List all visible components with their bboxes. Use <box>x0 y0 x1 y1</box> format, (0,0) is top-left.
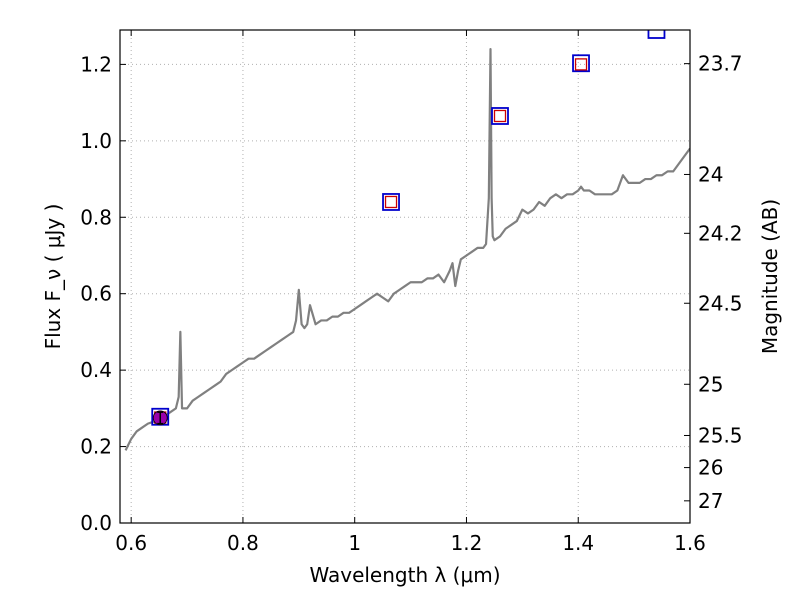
y-tick-label: 0.8 <box>80 205 112 229</box>
y-axis-label: Flux F_ν ( μJy ) <box>41 204 65 350</box>
right-axis-label: Magnitude (AB) <box>758 199 782 354</box>
x-tick-label: 1.2 <box>451 531 483 555</box>
y-tick-label: 0.0 <box>80 511 112 535</box>
right-tick-label: 25.5 <box>698 423 743 447</box>
photometry-point-1 <box>382 193 400 211</box>
plot-content <box>124 30 690 451</box>
x-tick-label: 0.8 <box>227 531 259 555</box>
y-tick-label: 0.4 <box>80 358 112 382</box>
photometry-point-4 <box>647 30 666 39</box>
photometry-point-2 <box>491 107 509 125</box>
y-tick-label: 0.6 <box>80 282 112 306</box>
x-tick-label: 1 <box>348 531 361 555</box>
right-tick-label: 23.7 <box>698 52 743 76</box>
model-point-2 <box>493 109 507 123</box>
grid <box>120 30 690 523</box>
y-tick-label: 1.2 <box>80 52 112 76</box>
y-tick-label: 1.0 <box>80 129 112 153</box>
x-axis-label: Wavelength λ (μm) <box>309 563 500 587</box>
tick-labels: 0.6 0.8 1 1.2 1.4 1.6 0.0 0.2 0.4 0.6 0.8 1.0 1.2 23.… <box>80 52 742 555</box>
right-tick-label: 27 <box>698 489 723 513</box>
y-tick-label: 0.2 <box>80 435 112 459</box>
model-point-1 <box>384 195 398 209</box>
right-tick-label: 26 <box>698 456 723 480</box>
x-tick-label: 1.6 <box>674 531 706 555</box>
spectrum-line <box>124 48 690 451</box>
photometry-point-3 <box>572 54 590 73</box>
right-tick-label: 25 <box>698 372 723 396</box>
right-tick-label: 24.5 <box>698 291 743 315</box>
right-tick-label: 24.2 <box>698 221 743 245</box>
plot-frame <box>119 29 691 524</box>
x-tick-label: 0.6 <box>115 531 147 555</box>
x-tick-label: 1.4 <box>562 531 594 555</box>
axis-titles: Wavelength λ (μm) Flux F_ν ( μJy ) Magnitu… <box>41 199 782 587</box>
axis-ticks <box>120 30 691 524</box>
model-point-3 <box>574 58 588 71</box>
right-tick-label: 24 <box>698 162 723 186</box>
